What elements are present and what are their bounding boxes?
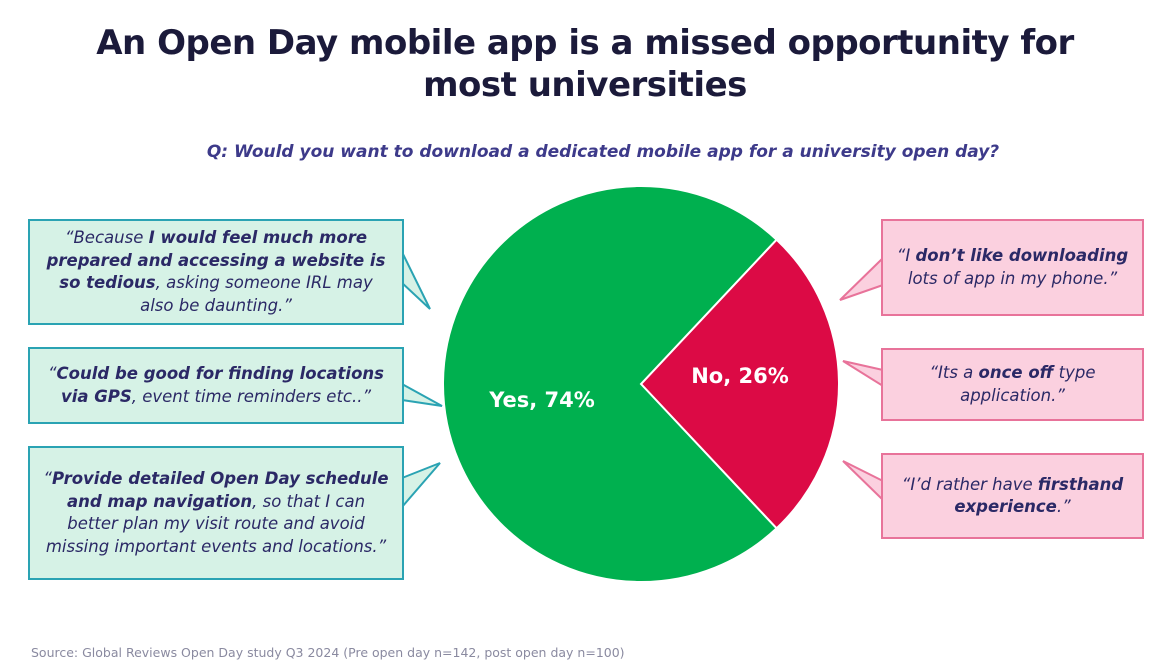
quote-no-1-text: “I don’t like downloading lots of app in… (895, 245, 1130, 290)
quote-segment: “Because (64, 228, 149, 247)
page-title: An Open Day mobile app is a missed oppor… (0, 22, 1170, 106)
quote-segment: .” (1056, 497, 1071, 516)
quote-no-3-text: “I’d rather have firsthand experience.” (895, 474, 1130, 519)
quote-no-3: “I’d rather have firsthand experience.” (881, 453, 1144, 539)
pie-slice-yes (442, 185, 778, 583)
quote-segment: , asking someone IRL may also be dauntin… (140, 273, 373, 315)
quote-no-2: “Its a once off type application.” (881, 348, 1144, 421)
quote-highlight: Provide detailed Open Day schedule and m… (51, 469, 389, 511)
quote-yes-2: “Could be good for finding locations via… (28, 347, 404, 424)
quote-no-1: “I don’t like downloading lots of app in… (881, 219, 1144, 316)
quote-segment: “I’d rather have (901, 474, 1038, 494)
quote-highlight: firsthand experience (954, 474, 1124, 517)
quote-yes-1: “Because I would feel much more prepared… (28, 219, 404, 325)
source-note: Source: Global Reviews Open Day study Q3… (31, 645, 625, 660)
quote-highlight: I would feel much more prepared and acce… (46, 228, 386, 292)
quote-segment: , so that I can better plan my visit rou… (45, 491, 387, 556)
quote-segment: “ (47, 364, 57, 383)
title-line-1: An Open Day mobile app is a missed oppor… (96, 23, 1074, 63)
quote-segment: “I (896, 246, 916, 265)
quote-highlight: once off (978, 363, 1054, 382)
quote-segment: lots of app in my phone.” (907, 268, 1118, 288)
pie-label-yes: Yes, 74% (488, 388, 595, 412)
quote-no-2-text: “Its a once off type application.” (895, 362, 1130, 407)
quote-segment: “ (43, 469, 52, 488)
quote-segment: type application.” (960, 363, 1096, 405)
quote-yes-1-text: “Because I would feel much more prepared… (42, 227, 390, 317)
quote-yes-3-text: “Provide detailed Open Day schedule and … (42, 468, 390, 558)
quote-segment: “Its a (929, 363, 979, 382)
pie-slice-no (639, 238, 840, 530)
quote-segment: , event time reminders etc..” (131, 386, 372, 406)
quote-yes-2-text: “Could be good for finding locations via… (42, 363, 390, 408)
survey-question: Q: Would you want to download a dedicate… (206, 142, 1000, 162)
quote-highlight: Could be good for finding locations via … (56, 364, 384, 406)
title-line-2: most universities (423, 65, 747, 105)
quote-highlight: don’t like downloading (915, 246, 1129, 265)
quote-yes-3: “Provide detailed Open Day schedule and … (28, 446, 404, 580)
pie-label-no: No, 26% (691, 364, 789, 388)
